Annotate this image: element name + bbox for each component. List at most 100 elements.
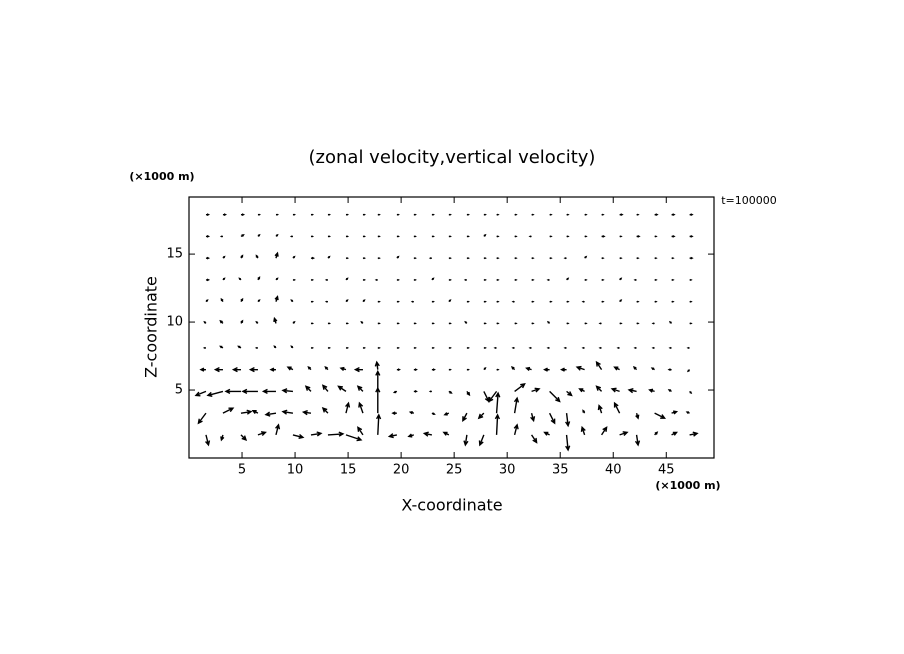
vector-arrow (531, 213, 535, 216)
vector-arrow (292, 320, 296, 324)
vector-arrow (463, 278, 467, 281)
vector-arrow (281, 388, 294, 394)
vector-arrow (222, 213, 228, 217)
vector-arrow (413, 278, 417, 281)
vector-arrow (466, 346, 470, 349)
vector-arrow (375, 369, 381, 392)
vector-arrow (466, 257, 470, 260)
vector-arrow (531, 322, 535, 325)
vector-arrow (362, 213, 367, 216)
vector-arrow (633, 278, 637, 281)
vector-arrow (362, 278, 367, 281)
vector-arrow (413, 235, 417, 238)
vector-arrow (337, 385, 347, 392)
vector-arrow (496, 300, 500, 303)
vector-arrow (531, 257, 535, 260)
vector-arrow (220, 434, 225, 442)
vector-arrow (651, 322, 655, 325)
vector-arrow (566, 322, 570, 325)
x-tick-label: 20 (393, 463, 410, 478)
vector-arrow (194, 390, 207, 397)
vector-arrow (483, 213, 487, 216)
vector-arrow (321, 384, 329, 392)
time-label: t=100000 (721, 194, 777, 207)
vector-arrow (396, 213, 400, 216)
vector-arrow (362, 257, 367, 260)
vector-arrow (448, 322, 452, 325)
vector-arrow (636, 213, 640, 216)
vector-arrow (496, 235, 500, 238)
vector-arrow (667, 389, 672, 392)
vector-arrow (531, 278, 535, 281)
vector-arrow (514, 278, 518, 281)
vector-arrow (413, 257, 417, 260)
vector-arrow (362, 346, 367, 349)
vector-arrow (549, 235, 553, 238)
vector-arrow (410, 300, 414, 303)
vector-arrow (601, 257, 605, 260)
vector-arrow (396, 368, 401, 372)
vector-arrow (462, 412, 468, 423)
vector-arrow (671, 431, 678, 436)
vector-arrow (362, 235, 367, 238)
vector-arrow (463, 434, 469, 447)
vector-arrow (543, 431, 550, 436)
vector-arrow (327, 235, 332, 238)
vector-arrow (600, 426, 608, 436)
vector-arrow (483, 367, 487, 371)
vector-arrow (597, 404, 603, 414)
vector-arrow (514, 322, 518, 325)
vector-arrow (601, 235, 606, 238)
vector-arrow (549, 257, 553, 260)
vector-arrow (632, 366, 638, 371)
vector-arrow (595, 385, 603, 392)
vector-arrow (635, 412, 640, 420)
vector-arrow (251, 409, 259, 415)
vector-arrow (345, 434, 363, 442)
vector-arrow (222, 277, 226, 281)
vector-arrow (240, 254, 244, 259)
vector-arrow (240, 213, 246, 217)
vector-arrow (374, 360, 380, 370)
vector-arrow (580, 425, 586, 436)
vector-arrow (281, 409, 294, 415)
vector-arrow (549, 390, 561, 403)
vector-arrow (565, 413, 571, 428)
vector-arrow (496, 257, 500, 260)
vector-arrow (466, 300, 470, 303)
vector-arrow (205, 278, 211, 282)
vector-arrow (689, 322, 693, 325)
vector-arrow (566, 235, 570, 238)
vector-arrow (206, 390, 224, 397)
vector-arrow (205, 299, 209, 303)
vector-arrow (431, 346, 435, 349)
vector-arrow (514, 213, 518, 216)
vector-arrow (274, 295, 279, 302)
vector-arrow (648, 388, 655, 393)
vector-arrow (671, 410, 679, 415)
vector-arrow (566, 300, 570, 303)
vector-arrow (483, 278, 487, 281)
vector-arrow (543, 367, 550, 372)
vector-arrow (627, 388, 637, 394)
vector-arrow (240, 319, 244, 324)
vector-arrow (514, 235, 518, 238)
vector-arrow (584, 255, 588, 259)
vector-arrow (257, 299, 261, 303)
vector-arrow (483, 346, 487, 349)
vector-arrow (619, 322, 623, 325)
vector-arrow (219, 235, 223, 238)
vector-arrow (324, 300, 328, 303)
vector-arrow (650, 367, 655, 371)
vector-arrow (205, 235, 211, 238)
vector-arrow (205, 434, 211, 447)
vector-arrow (220, 297, 224, 303)
vector-arrow (345, 257, 350, 260)
vector-arrow (671, 235, 676, 238)
vector-arrow (257, 276, 261, 281)
vector-arrow (413, 213, 417, 216)
vector-arrow (613, 401, 621, 414)
vector-arrow (374, 278, 378, 281)
vector-arrow (514, 382, 526, 392)
vector-arrow (511, 346, 515, 349)
